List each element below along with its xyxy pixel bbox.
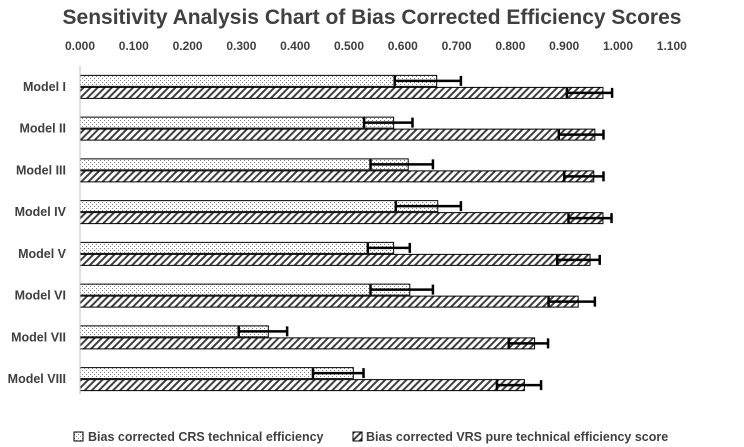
x-tick-label: 0.700	[442, 39, 472, 53]
bar-vrs	[79, 379, 525, 392]
legend: Bias corrected CRS technical efficiency …	[73, 430, 668, 444]
bar-vrs	[79, 253, 591, 266]
legend-label-crs: Bias corrected CRS technical efficiency	[88, 430, 324, 444]
x-tick-label: 0.800	[495, 39, 525, 53]
bar-vrs	[79, 86, 604, 99]
x-axis-ticks: 0.000 0.100 0.200 0.300 0.400 0.500 0.600 0.700…	[65, 39, 687, 53]
x-tick-label: 0.100	[119, 39, 149, 53]
category-label: Model VI	[15, 289, 66, 303]
bar-vrs	[79, 170, 595, 183]
legend-swatch-dots	[73, 431, 84, 442]
bar-crs	[79, 200, 439, 213]
x-tick-label: 0.500	[334, 39, 364, 53]
x-tick-label: 0.900	[549, 39, 579, 53]
x-tick-label: 0.300	[226, 39, 256, 53]
x-tick-label: 0.000	[65, 39, 95, 53]
legend-label-vrs: Bias corrected VRS pure technical effici…	[366, 430, 668, 444]
bar-crs	[79, 116, 395, 129]
x-tick-label: 0.400	[280, 39, 310, 53]
bar-vrs	[79, 212, 604, 225]
category-label: Model V	[18, 247, 67, 261]
category-label: Model IV	[15, 205, 67, 219]
bar-vrs	[79, 295, 579, 308]
category-label: Model VII	[11, 330, 66, 344]
x-tick-label: 0.600	[388, 39, 418, 53]
chart-title: Sensitivity Analysis Chart of Bias Corre…	[63, 6, 682, 29]
category-label: Model II	[19, 122, 66, 136]
x-tick-label: 0.200	[173, 39, 203, 53]
bar-crs	[79, 158, 409, 171]
legend-item-crs: Bias corrected CRS technical efficiency	[73, 430, 324, 444]
x-tick-label: 1.100	[657, 39, 687, 53]
bar-crs	[79, 241, 395, 254]
category-label: Model III	[16, 163, 66, 177]
category-label: Model VIII	[8, 372, 66, 386]
bar-vrs	[79, 128, 596, 141]
legend-item-vrs: Bias corrected VRS pure technical effici…	[352, 430, 668, 444]
bar-crs	[79, 74, 438, 87]
x-tick-label: 1.000	[603, 39, 633, 53]
bar-vrs	[79, 337, 536, 350]
error-bars	[237, 75, 614, 391]
category-labels: Model I Model II Model III Model IV Model V M…	[8, 80, 67, 386]
category-label: Model I	[23, 80, 66, 94]
legend-swatch-hatch	[352, 431, 363, 442]
bar-crs	[79, 283, 411, 296]
